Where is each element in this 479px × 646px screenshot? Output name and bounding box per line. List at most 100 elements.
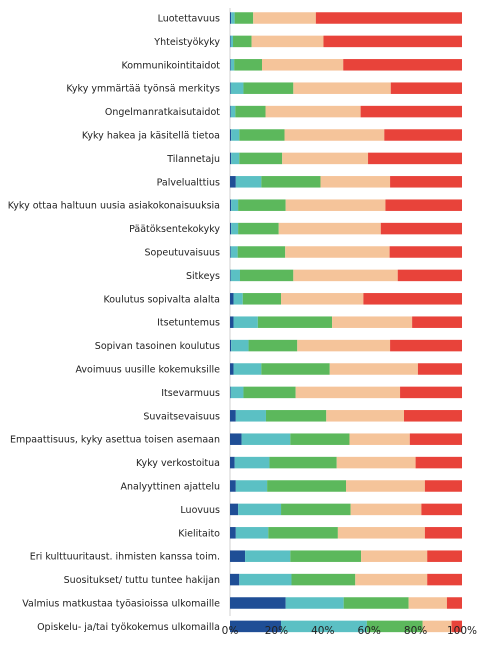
bar-segment-series-5 [446, 597, 462, 609]
bar-segment-series-2 [234, 456, 270, 469]
bar-segment-series-1 [230, 597, 286, 609]
bar-segment-series-4 [285, 199, 386, 211]
bar-segment-series-2 [230, 386, 244, 399]
x-tick-label: 20% [265, 625, 288, 637]
category-label: Kielitaito [178, 528, 220, 539]
bar-segment-series-5 [363, 293, 462, 305]
bar-segment-series-1 [230, 82, 231, 94]
bar-segment-series-3 [239, 269, 294, 282]
bar-segment-series-1 [230, 12, 232, 24]
bar-segment-series-2 [245, 550, 291, 562]
bar-segment-series-3 [291, 573, 356, 586]
bar-segment-series-1 [230, 316, 234, 328]
bar-segment-series-1 [230, 410, 236, 422]
bar-segment-series-3 [261, 363, 330, 375]
bar-segment-series-2 [230, 246, 238, 258]
bar-segment-series-3 [242, 293, 282, 305]
bar-segment-series-1 [230, 152, 232, 165]
bar-segment-series-2 [231, 152, 240, 165]
bar-segment-series-2 [231, 222, 239, 235]
category-label: Kyky ottaa haltuun uusia asiakokonaisuuk… [8, 201, 220, 212]
bar-segment-series-4 [265, 105, 361, 118]
category-label: Ongelmanratkaisutaidot [105, 107, 220, 118]
category-label: Kyky ymmärtää työnsä merkitys [66, 84, 220, 95]
bar-segment-series-1 [230, 527, 236, 539]
bar-segment-series-5 [409, 433, 462, 445]
bar-segment-series-4 [320, 176, 391, 188]
bar-segment-series-3 [238, 222, 279, 235]
bar-segment-series-5 [385, 199, 462, 211]
bar-segment-series-2 [239, 573, 292, 586]
bar-segment-series-3 [235, 105, 266, 118]
bar-segment-series-4 [295, 386, 401, 399]
bar-segment-series-4 [329, 363, 418, 375]
bar-segment-series-2 [238, 503, 282, 516]
bar-segment-series-4 [297, 339, 391, 352]
bar-segment-series-2 [231, 12, 235, 24]
x-tick-label: 0% [222, 625, 239, 637]
bar-segment-series-4 [336, 456, 416, 469]
bar-segment-series-3 [265, 410, 327, 422]
bar-segment-series-3 [343, 597, 409, 609]
category-label: Suvaitsevaisuus [143, 411, 220, 422]
bar-segment-series-5 [404, 410, 462, 422]
bar-segment-series-3 [234, 12, 254, 24]
bar-segment-series-2 [235, 527, 269, 539]
bar-segment-series-5 [412, 316, 462, 328]
bar-segment-series-3 [290, 550, 362, 562]
category-label: Päätöksentekokyky [129, 224, 220, 235]
bar-segment-series-2 [230, 82, 244, 94]
x-tick-label: 100% [447, 625, 477, 637]
bar-segment-series-5 [417, 363, 462, 375]
bar-segment-series-5 [360, 105, 462, 118]
bar-segment-series-1 [230, 35, 231, 48]
bar-segment-series-1 [230, 246, 231, 258]
bar-segment-series-5 [315, 12, 462, 24]
bar-segment-series-1 [230, 433, 242, 445]
bar-segment-series-2 [285, 597, 344, 609]
bar-segment-series-4 [253, 12, 316, 24]
bar-segment-series-5 [390, 176, 462, 188]
bar-segment-series-5 [390, 82, 462, 94]
bar-segment-series-1 [230, 176, 236, 188]
bar-segment-series-5 [415, 456, 462, 469]
bar-segment-series-4 [422, 620, 452, 633]
category-label: Kyky verkostoitua [136, 458, 220, 469]
bar-segment-series-5 [400, 386, 462, 399]
category-label: Kyky hakea ja käsitellä tietoa [82, 131, 220, 142]
bar-segment-series-2 [241, 433, 291, 445]
bar-segment-series-1 [230, 222, 232, 235]
bar-segment-series-3 [237, 246, 286, 258]
bar-segment-series-4 [293, 82, 391, 94]
bar-segment-series-3 [243, 386, 296, 399]
bar-segment-series-2 [235, 176, 262, 188]
bar-segment-series-1 [230, 620, 282, 633]
bar-segment-series-3 [267, 480, 346, 492]
bar-segment-series-4 [408, 597, 447, 609]
bar-segment-series-5 [427, 573, 462, 586]
bar-segment-series-2 [281, 620, 367, 633]
x-tick-label: 40% [311, 625, 334, 637]
category-label: Palvelualttius [157, 177, 220, 188]
bar-segment-series-4 [293, 269, 398, 282]
bar-segment-series-2 [231, 199, 239, 211]
bar-segment-series-2 [233, 316, 258, 328]
bar-segment-series-3 [281, 503, 351, 516]
bar-segment-series-4 [285, 246, 390, 258]
category-label: Luovuus [180, 505, 220, 516]
bar-segment-series-3 [268, 527, 338, 539]
category-label: Kommunikointitaidot [121, 60, 220, 71]
x-tick-label: 60% [358, 625, 381, 637]
bar-segment-series-3 [238, 199, 286, 211]
bar-segment-series-3 [257, 316, 333, 328]
bar-segment-series-5 [451, 620, 462, 633]
bar-segment-series-4 [349, 433, 410, 445]
bar-segment-series-5 [343, 59, 462, 71]
bar-segment-series-3 [366, 620, 423, 633]
bar-segment-series-4 [355, 573, 428, 586]
bar-segment-series-5 [323, 35, 462, 48]
bar-segment-series-4 [332, 316, 413, 328]
bar-segment-series-4 [262, 59, 344, 71]
bar-segment-series-5 [421, 503, 462, 516]
